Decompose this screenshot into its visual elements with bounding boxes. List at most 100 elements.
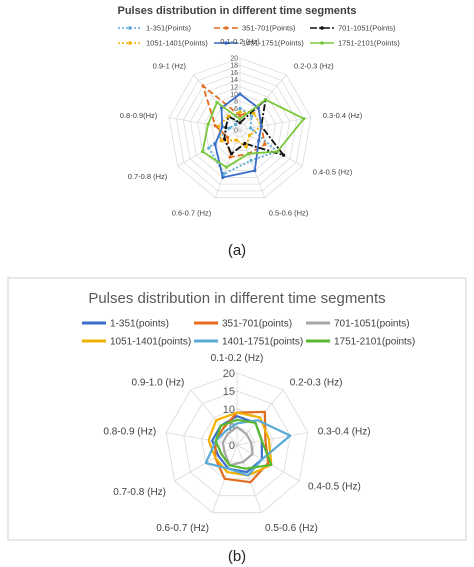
series-point bbox=[252, 111, 256, 116]
series-line-4 bbox=[217, 111, 263, 148]
series-point bbox=[225, 135, 230, 139]
chart-a-title: Pulses distribution in different time se… bbox=[118, 5, 357, 17]
series-point bbox=[263, 142, 267, 146]
category-label: 0.3-0.4 (Hz) bbox=[318, 426, 371, 437]
chart-b-legend: 1-351(points) 351-701(points) 701-1051(poi… bbox=[82, 319, 415, 348]
legend-label: 1401-1751(Points) bbox=[242, 39, 304, 48]
series-point bbox=[238, 92, 242, 96]
radial-tick-label: 20 bbox=[223, 368, 235, 380]
radial-tick-label: 20 bbox=[230, 56, 238, 63]
radial-tick-label: 16 bbox=[230, 70, 238, 77]
category-label: 0.3-0.4 (Hz) bbox=[323, 111, 363, 120]
grid-ring bbox=[183, 390, 291, 497]
series-line-3 bbox=[223, 98, 285, 157]
category-label: 0.2-0.3 (Hz) bbox=[290, 378, 343, 389]
grid-ring bbox=[165, 372, 309, 514]
legend-label: 701-1051(Points) bbox=[338, 24, 396, 33]
legend-marker bbox=[320, 41, 324, 45]
panel-b: Pulses distribution in different time se… bbox=[7, 277, 467, 565]
radial-tick-label: 12 bbox=[230, 84, 238, 91]
radial-tick-label: 10 bbox=[223, 404, 235, 416]
series-line-1 bbox=[207, 107, 279, 175]
series-line-5 bbox=[214, 93, 263, 179]
radial-tick-label: 18 bbox=[230, 63, 238, 70]
grid-spoke bbox=[236, 432, 308, 446]
series-line-5 bbox=[204, 419, 292, 477]
series-line-6 bbox=[214, 418, 273, 470]
panel-b-label: (b) bbox=[228, 548, 246, 565]
legend-label: 1751-2101(points) bbox=[334, 337, 415, 348]
grid-ring bbox=[189, 79, 291, 178]
series-point bbox=[227, 126, 231, 130]
radial-tick-label: 8 bbox=[234, 99, 238, 106]
legend-label: 1-351(points) bbox=[110, 319, 169, 330]
series-point bbox=[213, 142, 217, 146]
series-point bbox=[238, 117, 242, 121]
chart-b-title: Pulses distribution in different time se… bbox=[88, 290, 385, 307]
legend-label: 1-351(Points) bbox=[146, 24, 192, 33]
grid-ring bbox=[168, 57, 312, 199]
legend-label: 1401-1751(points) bbox=[222, 337, 303, 348]
series-point bbox=[244, 145, 248, 149]
panel-a: Pulses distribution in different time se… bbox=[118, 5, 401, 259]
category-label: 0.8-0.9(Hz) bbox=[120, 111, 158, 120]
grid-ring bbox=[218, 426, 256, 463]
category-label: 0.7-0.8 (Hz) bbox=[128, 172, 168, 181]
legend-marker bbox=[224, 41, 228, 45]
series-point bbox=[256, 106, 261, 110]
series-point bbox=[228, 155, 232, 159]
legend-marker bbox=[128, 41, 132, 45]
series-point bbox=[249, 158, 253, 162]
category-label: 0.8-0.9 (Hz) bbox=[103, 426, 156, 437]
chart-a-legend: 1-351(Points) 351-701(Points) 701-1051(Poi… bbox=[118, 24, 400, 48]
series-point bbox=[250, 114, 254, 118]
series-point bbox=[247, 133, 251, 137]
series-point bbox=[215, 100, 219, 104]
grid-spoke bbox=[166, 432, 238, 446]
legend-label: 1051-1401(Points) bbox=[146, 39, 208, 48]
series-point bbox=[282, 153, 286, 157]
category-label: 0.5-0.6 (Hz) bbox=[265, 523, 318, 534]
legend-label: 1751-2101(Points) bbox=[338, 39, 400, 48]
series-point bbox=[226, 114, 230, 118]
series-point bbox=[247, 152, 251, 156]
radial-tick-label: 0 bbox=[229, 440, 235, 452]
legend-marker bbox=[128, 26, 132, 30]
grid-spoke bbox=[236, 444, 262, 513]
grid-spoke bbox=[239, 129, 265, 198]
series-point bbox=[234, 138, 238, 142]
category-label: 0.9-1.0 (Hz) bbox=[132, 378, 185, 389]
grid-spoke bbox=[190, 389, 238, 446]
series-point bbox=[201, 84, 205, 88]
series-point bbox=[275, 150, 279, 154]
legend-label: 351-701(Points) bbox=[242, 24, 296, 33]
category-label: 0.9-1 (Hz) bbox=[153, 61, 187, 70]
grid-ring bbox=[232, 122, 248, 138]
series-point bbox=[302, 117, 306, 121]
radial-tick-label: 14 bbox=[230, 77, 238, 84]
panel-a-label: (a) bbox=[228, 242, 246, 259]
category-label: 0.4-0.5 (Hz) bbox=[313, 168, 353, 177]
grid-ring bbox=[182, 71, 298, 185]
series-point bbox=[238, 114, 242, 118]
series-point bbox=[201, 150, 205, 154]
series-point bbox=[206, 122, 210, 126]
series-line-2 bbox=[214, 410, 270, 484]
category-label: 0.1-0.2 (Hz) bbox=[211, 353, 264, 364]
legend-marker bbox=[320, 26, 324, 30]
legend-label: 701-1051(points) bbox=[334, 319, 410, 330]
chart-a-radar: 024681012141618200.1-0.2 (Hz)0.2-0.3 (Hz… bbox=[120, 37, 363, 218]
series-point bbox=[219, 139, 223, 143]
series-point bbox=[263, 98, 268, 102]
series-point bbox=[243, 141, 247, 146]
series-point bbox=[217, 124, 221, 128]
series-point bbox=[224, 165, 229, 169]
series-point bbox=[224, 125, 228, 130]
grid-ring bbox=[211, 100, 269, 158]
series-point bbox=[238, 110, 242, 114]
radial-tick-label: 15 bbox=[223, 386, 235, 398]
series-point bbox=[213, 124, 217, 128]
series-point bbox=[207, 146, 211, 150]
series-point bbox=[257, 139, 261, 143]
